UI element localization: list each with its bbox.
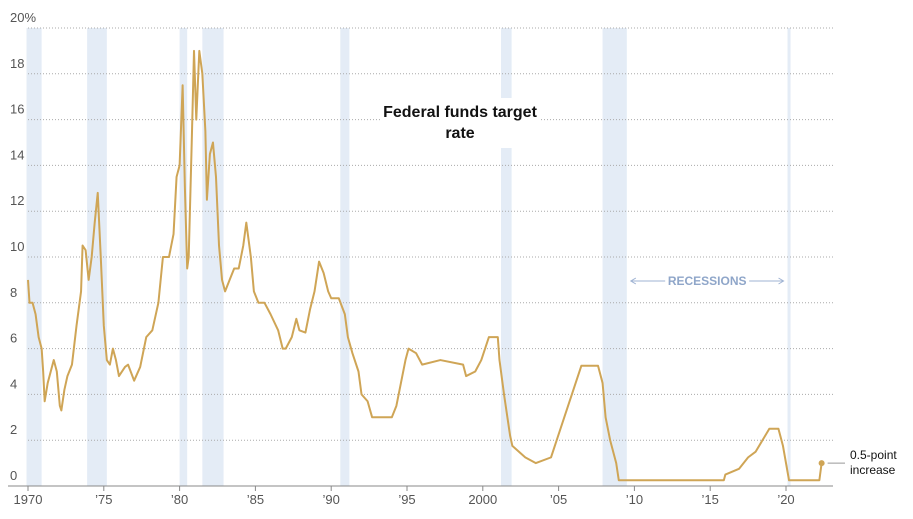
x-tick-label: 2000 [468,492,497,507]
x-tick-label: 1970 [14,492,43,507]
x-tick-label: ’80 [171,492,188,507]
x-tick-label: ’90 [323,492,340,507]
y-tick-label: 0 [10,468,17,483]
x-tick-label: ’10 [626,492,643,507]
arrow-head [778,277,785,285]
recessions-label: RECESSIONS [668,274,747,288]
x-tick-label: ’15 [702,492,719,507]
recession-band [787,28,791,486]
y-tick-label: 6 [10,331,17,346]
x-tick-label: ’05 [550,492,567,507]
y-tick-label: 18 [10,56,24,71]
recession-band [87,28,107,486]
recession-band [340,28,350,486]
y-tick-label: 14 [10,147,24,162]
recession-band [500,28,512,486]
y-tick-label: 4 [10,376,17,391]
rate-line [27,49,823,482]
x-tick-label: ’75 [95,492,112,507]
recession-band [202,28,224,486]
y-tick-label: 20% [10,10,36,25]
end-dot [818,460,825,467]
end-label: 0.5-point increase [850,448,897,477]
y-tick-label: 2 [10,422,17,437]
recession-band [179,28,188,486]
y-tick-label: 8 [10,285,17,300]
series-label: Federal funds target rate [380,98,540,148]
y-tick-label: 12 [10,193,24,208]
x-tick-label: ’20 [777,492,794,507]
y-tick-label: 16 [10,102,24,117]
arrow-head [629,277,637,285]
y-tick-label: 10 [10,239,24,254]
x-tick-label: ’85 [247,492,264,507]
x-tick-label: ’95 [398,492,415,507]
